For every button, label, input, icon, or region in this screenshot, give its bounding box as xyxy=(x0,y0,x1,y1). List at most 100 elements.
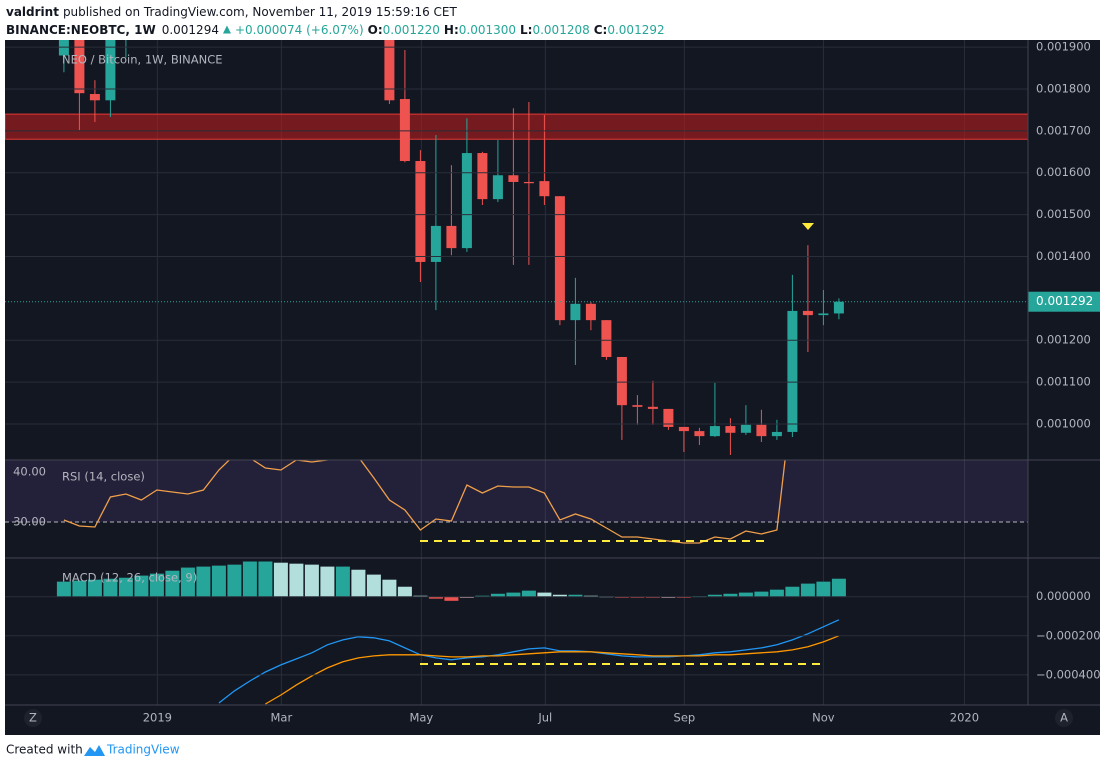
macd-line xyxy=(218,619,840,704)
histogram-bar xyxy=(723,593,738,597)
histogram-bar xyxy=(831,578,846,597)
up-arrow xyxy=(222,25,231,34)
histogram-bar xyxy=(521,590,536,597)
histogram-bar xyxy=(87,579,102,597)
histogram-bar xyxy=(707,594,722,597)
histogram-bar xyxy=(444,596,459,601)
x-tick-label: 2019 xyxy=(143,711,172,725)
z-button[interactable] xyxy=(24,709,42,727)
candle-body xyxy=(678,426,689,432)
footer-text: Created with xyxy=(6,743,83,757)
footer-logo xyxy=(84,745,105,756)
y-tick-label: 30.00 xyxy=(13,515,46,529)
last: 0.001294 xyxy=(162,23,219,37)
histogram-bar xyxy=(785,586,800,597)
candle-body xyxy=(399,99,410,162)
chart-background xyxy=(5,40,1100,735)
candle-body xyxy=(802,310,813,316)
c: 0.001292 xyxy=(607,23,664,37)
candle-body xyxy=(105,40,116,101)
candle-body xyxy=(446,225,457,249)
rsi-band xyxy=(5,460,1028,522)
pane xyxy=(5,40,1028,455)
y-tick-label: −0.000200 xyxy=(1036,628,1101,642)
chart-title: NEO / Bitcoin, 1W, BINANCE xyxy=(62,53,223,67)
candle-body xyxy=(430,225,441,262)
l-label: L: xyxy=(520,23,532,37)
histogram-bar xyxy=(180,567,195,597)
y-tick-label: 0.001700 xyxy=(1036,123,1091,137)
histogram-bar xyxy=(304,564,319,597)
histogram-bar xyxy=(537,592,552,597)
y-tick-label: 0.001800 xyxy=(1036,81,1091,95)
candle-body xyxy=(694,431,705,437)
y-tick-label: 40.00 xyxy=(13,465,46,479)
x-tick-label: May xyxy=(409,711,433,725)
histogram-bar xyxy=(165,570,180,597)
candle-body xyxy=(508,175,519,182)
x-tick-label: Mar xyxy=(271,711,293,725)
y-tick-label: 0.001900 xyxy=(1036,40,1091,54)
histogram-bar xyxy=(552,594,567,597)
histogram-bar xyxy=(506,592,521,597)
chart-layer: 2019 Mar May Jul Sep Nov 2020 0.001900 0.001800 0… xyxy=(5,40,1101,725)
y-tick-label: 0.001200 xyxy=(1036,333,1091,347)
candle-body xyxy=(74,40,85,94)
up-arrow xyxy=(222,25,231,34)
histogram-bar xyxy=(273,562,288,597)
histogram-bar xyxy=(397,586,412,597)
y-tick-label: 0.001400 xyxy=(1036,249,1091,263)
author: valdrint xyxy=(6,5,59,19)
c-label: C: xyxy=(594,23,608,37)
histogram-bar xyxy=(428,596,443,599)
x-tick-label: 2020 xyxy=(950,711,979,725)
candle-body xyxy=(477,153,488,200)
histogram-bar xyxy=(754,591,769,597)
pane xyxy=(5,460,1028,544)
candle-body xyxy=(539,181,550,197)
a-button-label[interactable]: A xyxy=(1060,711,1068,725)
last-price-box xyxy=(1028,291,1100,312)
l: 0.001208 xyxy=(532,23,589,37)
histogram-bar xyxy=(351,569,366,597)
rsi-line xyxy=(63,460,786,544)
pane-title: RSI (14, close) xyxy=(62,470,145,484)
h-label: H: xyxy=(444,23,459,37)
y-tick-label: −0.000400 xyxy=(1036,667,1101,681)
histogram-bar xyxy=(366,574,381,597)
y-tick-label: 0.000000 xyxy=(1036,589,1091,603)
candle-body xyxy=(818,313,829,316)
candle-body xyxy=(461,153,472,249)
footer-brand: TradingView xyxy=(106,743,180,757)
histogram-bar xyxy=(289,563,304,597)
candle-body xyxy=(756,424,767,437)
candle-body xyxy=(492,175,503,200)
histogram-bar xyxy=(800,583,815,597)
candle-body xyxy=(725,426,736,433)
candle-body xyxy=(740,424,751,433)
y-tick-label: 0.001100 xyxy=(1036,375,1091,389)
y-tick-label: 0.001600 xyxy=(1036,165,1091,179)
histogram-bar xyxy=(335,566,350,597)
published: published on TradingView.com, November 1… xyxy=(63,5,458,19)
pane-title: MACD (12, 26, close, 9) xyxy=(62,571,197,585)
y-tick-label: 0.001500 xyxy=(1036,207,1091,221)
histogram-bar xyxy=(568,594,583,597)
macd-line xyxy=(265,635,840,705)
candle-body xyxy=(616,356,627,406)
symbol-line: BINANCE:NEOBTC, 1W 0.001294 +0.000074 (+6.… xyxy=(6,23,665,37)
a-button[interactable] xyxy=(1055,709,1073,727)
resistance-zone xyxy=(5,113,1028,140)
histogram-bar xyxy=(258,561,273,597)
o: 0.001220 xyxy=(383,23,440,37)
histogram-bar xyxy=(72,580,87,597)
last-price-label: 0.001292 xyxy=(1036,294,1093,308)
y-tick-label: 0.001000 xyxy=(1036,416,1091,430)
candle-body xyxy=(415,161,426,262)
x-tick-label: Sep xyxy=(674,711,696,725)
z-button-label[interactable]: Z xyxy=(29,711,37,725)
candle-body xyxy=(833,301,844,314)
histogram-bar xyxy=(227,564,242,597)
